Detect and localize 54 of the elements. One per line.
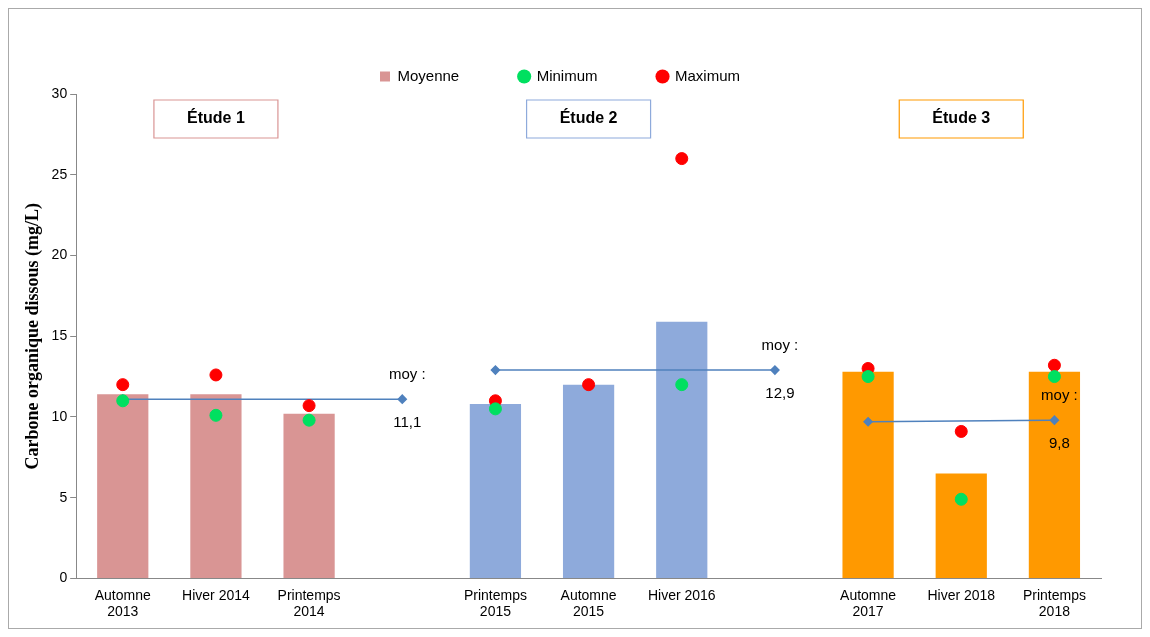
point	[209, 408, 223, 422]
bar	[1028, 371, 1081, 578]
x-tick-label: Automne 2017	[840, 586, 897, 620]
annotation: Étude 2	[559, 108, 618, 127]
bar	[97, 394, 149, 578]
text: moy : 11,1	[388, 365, 426, 431]
legend-label: Minimum	[536, 66, 598, 84]
x-tick-label: Hiver 2014	[182, 586, 250, 603]
point	[954, 492, 968, 506]
x-tick-label: Hiver 2016	[647, 586, 716, 603]
x-tick-label: Printemps 2018	[1022, 586, 1086, 620]
annotation: Étude 3	[932, 108, 991, 127]
point	[770, 365, 780, 375]
point	[488, 402, 502, 416]
point	[1047, 370, 1061, 384]
y-tick-label: 5	[59, 488, 68, 505]
legend-label: Moyenne	[397, 66, 460, 84]
x-tick-label: Printemps 2014	[277, 586, 341, 620]
legend-label: Maximum	[675, 66, 741, 84]
y-tick-label: 15	[51, 327, 68, 344]
bar	[656, 321, 708, 578]
point	[116, 378, 130, 392]
bar	[283, 413, 335, 578]
y-axis-title: Carbone organique dissous (mg/L)	[22, 202, 44, 470]
point	[490, 365, 501, 375]
point	[397, 394, 407, 404]
bar	[842, 371, 894, 578]
bar	[190, 394, 242, 578]
point	[863, 417, 873, 427]
point	[582, 378, 596, 392]
bar	[469, 404, 522, 578]
x-tick-label: Printemps 2015	[463, 586, 527, 620]
y-tick-label: 0	[59, 569, 68, 586]
point	[209, 368, 223, 382]
bar	[562, 384, 615, 578]
y-tick-label: 10	[51, 407, 68, 424]
y-tick-label: 25	[51, 165, 68, 182]
text: moy : 9,8	[1041, 386, 1078, 452]
point	[1049, 415, 1060, 425]
x-tick-label: Automne 2013	[94, 586, 151, 620]
y-tick-label: 20	[51, 246, 68, 263]
point	[954, 424, 968, 438]
y-tick-label: 30	[51, 84, 68, 101]
annotation: Étude 1	[187, 108, 245, 127]
point	[302, 413, 316, 427]
bar	[935, 473, 987, 578]
point	[675, 378, 689, 392]
x-tick-label: Automne 2015	[560, 586, 617, 620]
text: moy : 12,9	[761, 336, 799, 402]
x-tick-label: Hiver 2018	[927, 586, 996, 603]
point	[302, 399, 316, 413]
point	[675, 152, 689, 166]
point	[861, 370, 875, 384]
point	[1047, 358, 1061, 372]
